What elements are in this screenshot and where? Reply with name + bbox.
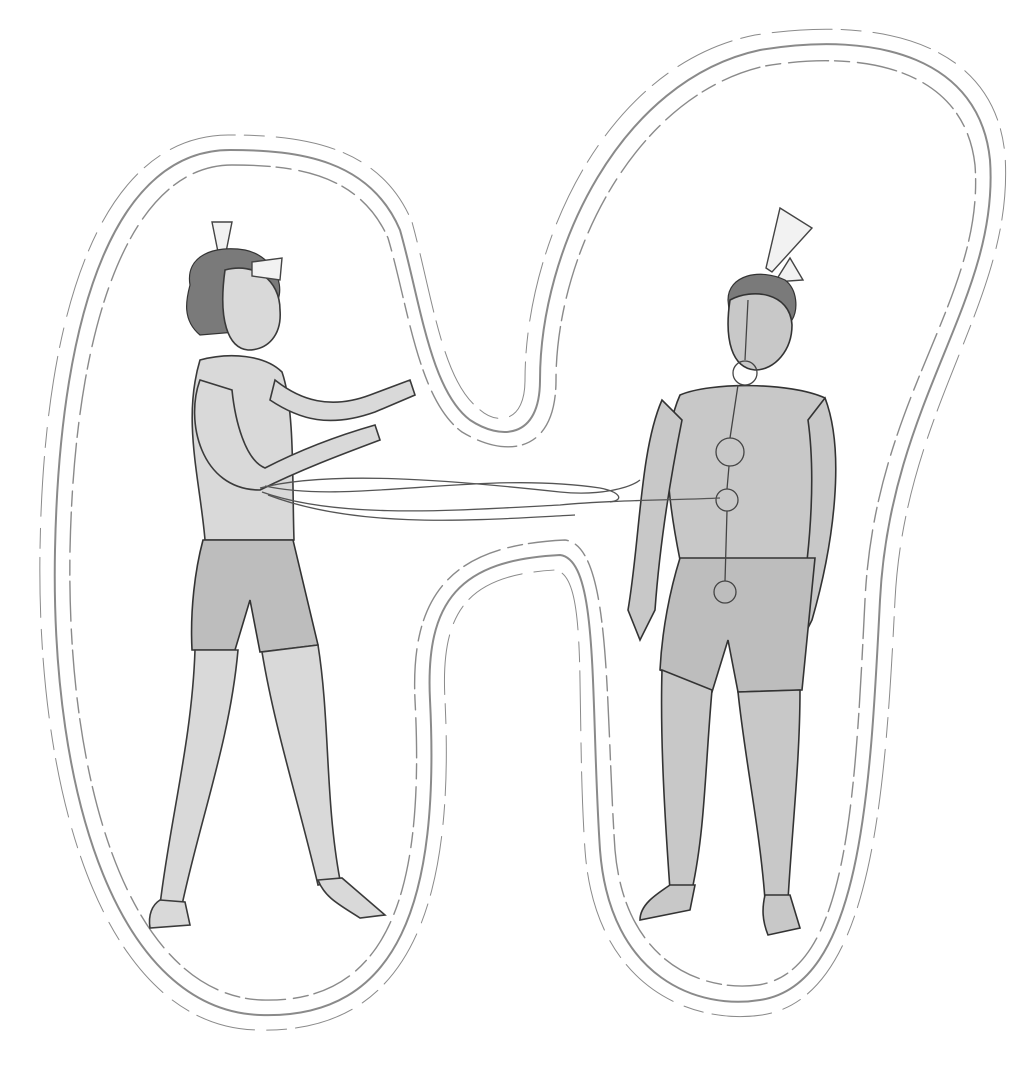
foot	[762, 894, 802, 936]
leg	[159, 649, 239, 906]
figure-right	[627, 206, 837, 936]
chakra	[732, 360, 758, 386]
leg	[737, 689, 801, 901]
energy-line	[724, 299, 749, 582]
foot	[316, 877, 387, 919]
figure-left	[148, 221, 416, 929]
aura-outline	[39, 28, 1007, 1031]
aura	[39, 28, 1007, 1031]
aura-outline	[69, 60, 977, 1001]
cords	[259, 477, 721, 521]
cord	[259, 477, 641, 494]
shorts	[190, 539, 319, 653]
torso	[667, 384, 833, 561]
head	[727, 293, 793, 371]
aura-outline	[53, 43, 992, 1017]
horn	[765, 206, 814, 273]
cord	[264, 482, 620, 503]
cord	[261, 491, 721, 512]
horn	[251, 257, 283, 281]
cord	[267, 494, 576, 521]
arm	[627, 398, 683, 642]
foot	[639, 884, 696, 921]
shorts	[659, 557, 816, 694]
foot	[148, 899, 191, 929]
leg	[660, 668, 713, 891]
arm	[193, 379, 382, 491]
leg	[261, 644, 341, 886]
horn	[773, 256, 805, 283]
arm	[269, 378, 416, 422]
